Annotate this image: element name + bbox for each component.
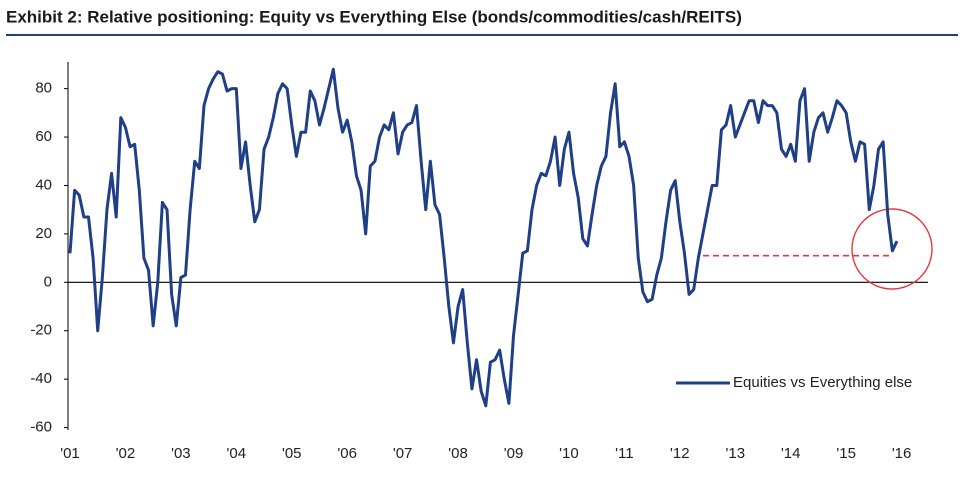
y-tick-label: -40	[30, 370, 52, 387]
x-tick-label: '10	[559, 445, 579, 462]
x-tick-label: '09	[504, 445, 524, 462]
y-tick-label: -20	[30, 322, 52, 339]
x-tick-label: '03	[171, 445, 191, 462]
data-line	[68, 67, 899, 408]
highlight-circle	[851, 208, 933, 290]
legend-label: Equities vs Everything else	[733, 374, 912, 391]
x-tick-label: '13	[725, 445, 745, 462]
x-tick-label: '14	[781, 445, 801, 462]
y-tick-label: 40	[35, 176, 52, 193]
y-tick-label: -60	[30, 419, 52, 436]
x-tick-label: '02	[116, 445, 136, 462]
x-tick-label: '15	[836, 445, 856, 462]
x-tick-label: '11	[615, 445, 633, 462]
x-tick-label: '16	[892, 445, 912, 462]
chart-title: Exhibit 2: Relative positioning: Equity …	[6, 7, 742, 26]
x-tick-label: '04	[227, 445, 247, 462]
y-tick-label: 60	[35, 128, 52, 145]
x-tick-label: '01	[60, 445, 80, 462]
x-tick-label: '06	[337, 445, 357, 462]
y-tick-label: 20	[35, 225, 52, 242]
y-tick-label: 80	[35, 80, 52, 97]
x-tick-label: '08	[448, 445, 468, 462]
x-tick-label: '05	[282, 445, 302, 462]
x-tick-label: '07	[393, 445, 413, 462]
x-tick-label: '12	[670, 445, 690, 462]
y-tick-label: 0	[44, 273, 52, 290]
